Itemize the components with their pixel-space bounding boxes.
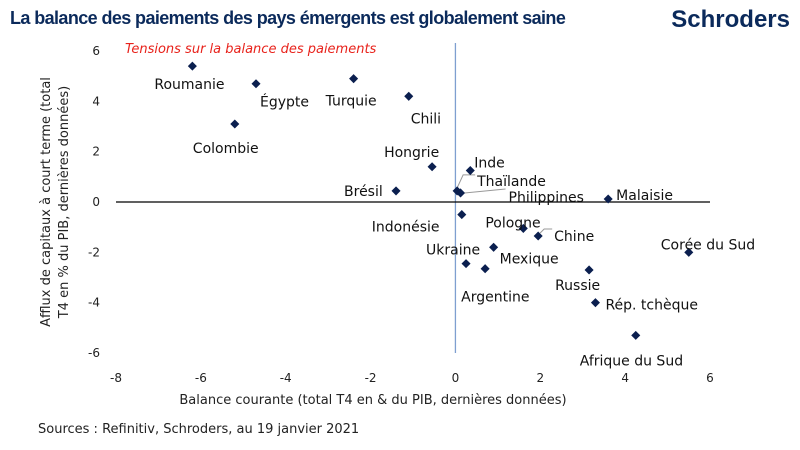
x-tick-label: 4: [621, 371, 629, 385]
x-tick-label: -4: [280, 371, 292, 385]
data-label: Russie: [555, 278, 600, 294]
data-point: [427, 162, 437, 172]
data-point: [631, 330, 641, 340]
annotation-tensions: Tensions sur la balance des paiements: [125, 42, 377, 57]
x-tick-label: 6: [706, 371, 714, 385]
data-label: Chine: [554, 229, 594, 245]
data-label: Mexique: [500, 251, 559, 267]
data-point: [480, 264, 490, 274]
data-label: Rép. tchèque: [605, 298, 698, 314]
data-point: [489, 242, 499, 252]
x-axis-title: Balance courante (total T4 en & du PIB, …: [179, 393, 566, 408]
data-label: Chili: [411, 111, 441, 127]
x-tick-label: -8: [110, 371, 122, 385]
data-point: [391, 186, 401, 196]
data-label: Roumanie: [154, 77, 224, 93]
x-tick-label: -6: [195, 371, 207, 385]
data-point: [455, 188, 466, 198]
data-point: [457, 210, 467, 220]
schroders-logo: Schroders: [671, 6, 790, 33]
data-point: [590, 298, 600, 308]
y-tick-label: 6: [92, 44, 100, 58]
data-point: [251, 79, 261, 89]
x-tick-label: -2: [365, 371, 377, 385]
data-label: Colombie: [193, 141, 259, 157]
y-tick-label: 2: [92, 145, 100, 159]
data-label: Hongrie: [384, 145, 439, 161]
data-point: [465, 166, 475, 176]
page-title: La balance des paiements des pays émerge…: [10, 8, 566, 28]
data-point: [349, 74, 359, 84]
data-point: [461, 259, 471, 269]
data-label: Corée du Sud: [661, 237, 755, 253]
data-label: Philippines: [509, 190, 584, 206]
data-label: Indonésie: [372, 220, 440, 236]
y-tick-label: -2: [88, 245, 100, 259]
data-point: [533, 231, 543, 241]
y-axis-title: T4 en % du PIB, dernières données): [57, 86, 72, 319]
y-tick-label: 0: [92, 195, 100, 209]
data-point: [230, 119, 240, 129]
y-axis-title: Afflux de capitaux à court terme (total: [39, 77, 54, 327]
leader-line-thailande: [456, 174, 476, 189]
leader-line-philippines: [464, 188, 506, 194]
data-label: Argentine: [461, 290, 529, 306]
y-tick-label: 4: [92, 94, 100, 108]
data-label: Égypte: [260, 94, 309, 111]
data-point: [404, 91, 414, 101]
data-label: Ukraine: [426, 243, 480, 259]
data-point: [584, 265, 594, 275]
x-tick-label: 0: [452, 371, 460, 385]
x-tick-label: 2: [536, 371, 544, 385]
y-tick-label: -6: [88, 346, 100, 360]
leader-line-chine: [539, 228, 553, 234]
data-label: Afrique du Sud: [580, 353, 683, 369]
data-label: Thaïlande: [476, 174, 546, 190]
data-label: Inde: [474, 156, 505, 172]
data-label: Pologne: [485, 215, 540, 231]
data-point: [187, 61, 197, 71]
data-label: Brésil: [344, 184, 383, 200]
data-label: Turquie: [325, 94, 377, 110]
data-label: Malaisie: [616, 188, 673, 204]
source-note: Sources : Refinitiv, Schroders, au 19 ja…: [38, 422, 360, 437]
y-tick-label: -4: [88, 296, 100, 310]
